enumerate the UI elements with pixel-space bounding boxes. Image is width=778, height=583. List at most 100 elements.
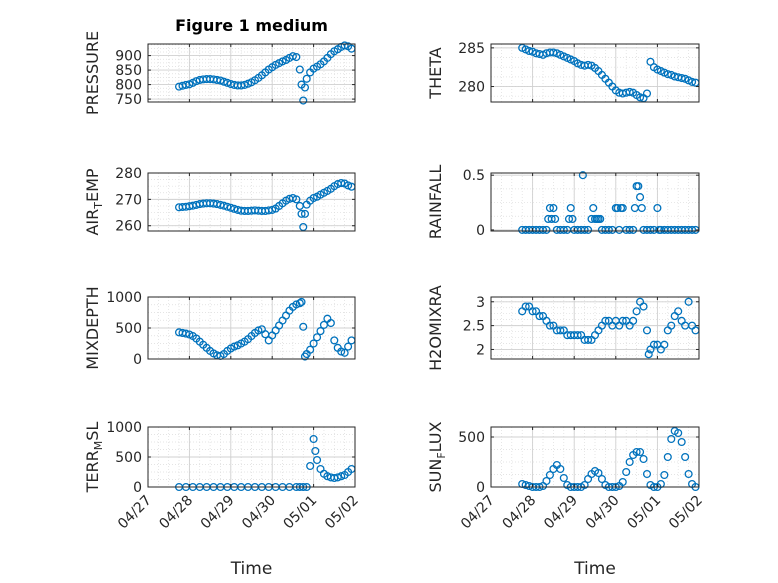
x-axis-label: Time	[230, 559, 273, 579]
data-point	[300, 83, 310, 92]
data-point	[542, 225, 551, 234]
data-point	[551, 214, 560, 224]
data-point	[613, 203, 622, 213]
data-point	[223, 202, 232, 211]
data-point	[302, 74, 311, 83]
x-tick-label: 04/30	[239, 493, 279, 533]
x-tick-label: 04/29	[541, 493, 581, 533]
y-tick-label: 0	[476, 480, 485, 496]
data-point	[316, 327, 325, 336]
axes-box	[147, 172, 356, 232]
y-tick-label: 3	[476, 295, 485, 311]
marker-group	[175, 178, 356, 232]
data-point	[639, 454, 648, 464]
data-point	[584, 225, 593, 234]
axes-box	[147, 43, 356, 103]
data-point	[584, 60, 593, 69]
data-point	[688, 77, 697, 86]
data-point	[559, 473, 568, 483]
data-point	[292, 195, 301, 204]
data-point	[596, 214, 605, 224]
chart-title: Figure 1 medium	[175, 16, 328, 35]
y-axis-label: AIRTEMP	[83, 168, 105, 235]
data-point	[688, 225, 697, 234]
marker-group	[175, 41, 356, 105]
data-point	[299, 96, 308, 105]
data-point	[337, 178, 346, 188]
data-point	[674, 307, 683, 316]
x-tick-label: 04/30	[583, 493, 623, 533]
y-axis-label: TERRMSL	[83, 422, 105, 494]
data-point	[663, 70, 672, 79]
data-point	[625, 87, 634, 96]
data-point	[333, 473, 342, 482]
data-point	[667, 321, 676, 330]
data-point	[521, 480, 530, 490]
y-tick-label: 1000	[106, 420, 142, 436]
y-tick-label: 800	[115, 78, 142, 94]
x-tick-label: 04/27	[458, 493, 498, 533]
data-point	[219, 77, 228, 86]
data-point	[597, 474, 606, 484]
marker-group	[518, 297, 700, 359]
data-point	[564, 214, 574, 224]
data-point	[580, 480, 589, 490]
data-point	[674, 428, 683, 438]
y-tick-label: 280	[458, 80, 485, 96]
data-point	[528, 307, 537, 316]
y-tick-label: 900	[115, 49, 142, 65]
data-point	[646, 225, 655, 234]
data-point	[636, 447, 645, 457]
data-point	[309, 339, 318, 348]
subplot-3: 260 270 280 AIRTEMP	[83, 166, 356, 236]
data-point	[337, 347, 346, 356]
data-point	[219, 201, 228, 210]
subplot-6: 2 2.5 3 H2OMIXRA	[426, 285, 700, 371]
y-tick-label: 500	[115, 321, 142, 337]
data-point	[525, 46, 534, 56]
plot-area	[148, 173, 355, 231]
data-point	[297, 297, 306, 307]
data-point	[556, 464, 565, 474]
data-point	[300, 209, 310, 218]
data-point	[216, 76, 225, 85]
y-axis-label: PRESSURE	[83, 31, 102, 115]
y-tick-label: 0	[476, 223, 485, 239]
data-point	[642, 326, 652, 335]
plot-area	[148, 44, 355, 102]
data-point	[639, 302, 648, 311]
data-point	[637, 203, 646, 213]
x-tick-label: 04/29	[198, 493, 238, 533]
data-point	[556, 326, 565, 335]
y-tick-label: 500	[115, 450, 142, 466]
data-point	[312, 333, 322, 342]
data-point	[326, 318, 335, 328]
y-tick-label: 500	[458, 430, 485, 446]
data-point	[549, 203, 558, 213]
data-point	[660, 340, 669, 349]
y-tick-label: 1000	[106, 290, 142, 306]
data-point	[580, 225, 589, 234]
data-point	[240, 80, 249, 89]
data-point	[618, 316, 627, 325]
x-tick-label: 04/27	[115, 493, 155, 533]
data-point	[636, 93, 645, 102]
data-point	[663, 452, 672, 462]
data-point	[521, 302, 530, 311]
data-point	[559, 225, 568, 234]
subplot-4: 0 0.5 RAINFALL	[426, 165, 700, 239]
data-point	[295, 65, 304, 74]
data-point	[684, 469, 693, 479]
axes-box	[490, 426, 700, 488]
data-point	[629, 316, 638, 325]
axes-box	[490, 172, 700, 232]
data-point	[622, 467, 631, 477]
data-point	[311, 446, 320, 456]
x-tick-label: 05/01	[624, 493, 664, 533]
x-tick-label: 04/28	[500, 493, 540, 533]
subplot-8: 0 500 04/27 04/28 04/29 04/30 05/01 05/02 SUNFLU…	[426, 421, 706, 579]
data-point	[542, 476, 551, 486]
data-point	[660, 470, 669, 480]
